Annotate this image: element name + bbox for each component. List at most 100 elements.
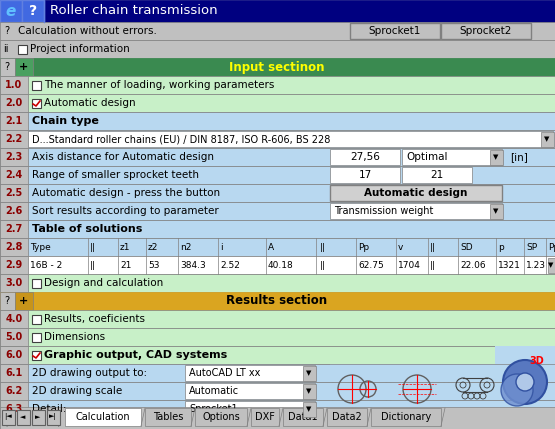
Text: p: p xyxy=(498,242,504,251)
Bar xyxy=(32,279,41,288)
Text: ▼: ▼ xyxy=(306,406,312,412)
Text: ▼: ▼ xyxy=(544,136,549,142)
Text: Pp: Pp xyxy=(358,242,369,251)
Text: SP: SP xyxy=(526,242,537,251)
Bar xyxy=(0,418,555,429)
Text: 2D drawing output to:: 2D drawing output to: xyxy=(32,368,147,378)
Bar xyxy=(0,274,28,292)
Text: 6.1: 6.1 xyxy=(6,368,23,378)
Text: Calculation: Calculation xyxy=(75,412,130,422)
Text: +: + xyxy=(19,62,29,72)
Bar xyxy=(0,292,555,310)
Text: Results, coeficients: Results, coeficients xyxy=(44,314,145,324)
Text: ?: ? xyxy=(4,26,9,36)
Bar xyxy=(495,346,555,418)
Bar xyxy=(0,94,28,112)
Text: Data2: Data2 xyxy=(332,412,362,422)
Text: Graphic output, CAD systems: Graphic output, CAD systems xyxy=(44,350,227,360)
Text: 40.18: 40.18 xyxy=(268,260,294,269)
Bar xyxy=(0,256,555,274)
Bar xyxy=(0,76,555,94)
Bar xyxy=(490,150,503,165)
Bar xyxy=(0,184,28,202)
Text: 2.52: 2.52 xyxy=(220,260,240,269)
Bar xyxy=(0,202,28,220)
Text: ||: || xyxy=(320,260,326,269)
Text: 3D: 3D xyxy=(529,356,544,366)
Text: Automatic: Automatic xyxy=(189,386,239,396)
Text: n2: n2 xyxy=(180,242,191,251)
Text: 2.6: 2.6 xyxy=(6,206,23,216)
Text: Automatic design: Automatic design xyxy=(44,98,135,108)
Bar xyxy=(402,149,502,165)
Text: 5.0: 5.0 xyxy=(6,332,23,342)
Bar xyxy=(47,410,60,425)
Text: Input sectinon: Input sectinon xyxy=(229,60,325,73)
Text: ?: ? xyxy=(29,4,37,18)
Text: SD: SD xyxy=(460,242,473,251)
Text: Sprocket1: Sprocket1 xyxy=(369,26,421,36)
Text: ►|: ►| xyxy=(54,421,60,426)
Text: ▼: ▼ xyxy=(493,208,499,214)
Circle shape xyxy=(503,360,547,404)
Bar xyxy=(0,364,555,382)
Bar xyxy=(145,408,191,426)
Text: [in]: [in] xyxy=(510,152,528,162)
Bar xyxy=(541,132,554,147)
Bar xyxy=(185,383,315,399)
Text: 2.8: 2.8 xyxy=(6,242,23,252)
Text: Calculation without errors.: Calculation without errors. xyxy=(18,26,157,36)
Bar xyxy=(0,382,555,400)
Bar xyxy=(402,167,472,183)
Text: ||: || xyxy=(430,242,436,251)
Text: i: i xyxy=(220,242,223,251)
Text: Design and calculation: Design and calculation xyxy=(44,278,163,288)
Text: 2.7: 2.7 xyxy=(6,224,23,234)
Bar xyxy=(0,112,28,130)
Text: 1.0: 1.0 xyxy=(6,80,23,90)
Bar xyxy=(0,407,555,429)
Text: Type: Type xyxy=(30,242,51,251)
Bar xyxy=(65,408,141,426)
Text: Range of smaller sprocket teeth: Range of smaller sprocket teeth xyxy=(32,170,199,180)
Text: Transmission weight: Transmission weight xyxy=(334,206,433,216)
Bar xyxy=(15,58,33,76)
Text: ▼: ▼ xyxy=(548,262,554,268)
Text: 17: 17 xyxy=(359,170,372,180)
Bar xyxy=(0,292,15,310)
Bar xyxy=(332,368,386,414)
Text: ◄: ◄ xyxy=(21,414,26,420)
Text: ▼: ▼ xyxy=(306,388,312,394)
Bar xyxy=(0,346,28,364)
Text: Sprocket2: Sprocket2 xyxy=(460,26,512,36)
Text: 3.0: 3.0 xyxy=(6,278,23,288)
Bar xyxy=(32,99,41,108)
Bar xyxy=(0,148,28,166)
Text: ?: ? xyxy=(4,296,9,306)
Bar xyxy=(330,149,400,165)
Text: 1321: 1321 xyxy=(498,260,521,269)
Text: D...Standard roller chains (EU) / DIN 8187, ISO R-606, BS 228: D...Standard roller chains (EU) / DIN 81… xyxy=(32,134,330,144)
Bar xyxy=(0,130,28,148)
Text: Automatic design: Automatic design xyxy=(364,188,468,198)
Text: Results section: Results section xyxy=(226,294,327,308)
Text: Axis distance for Automatic design: Axis distance for Automatic design xyxy=(32,152,214,162)
Bar xyxy=(0,58,555,76)
Bar xyxy=(448,368,502,414)
Bar xyxy=(0,418,555,429)
Circle shape xyxy=(501,374,533,406)
Bar xyxy=(548,258,555,273)
Text: |◄: |◄ xyxy=(6,421,12,426)
Bar xyxy=(303,366,316,381)
Bar xyxy=(17,410,30,425)
Text: ▼: ▼ xyxy=(306,370,312,376)
Text: 6.0: 6.0 xyxy=(6,350,23,360)
Bar xyxy=(330,185,502,201)
Bar xyxy=(0,328,555,346)
Text: Options: Options xyxy=(202,412,240,422)
Bar xyxy=(490,204,503,219)
Bar xyxy=(0,346,555,364)
Text: v: v xyxy=(398,242,403,251)
Bar xyxy=(32,333,41,342)
Bar xyxy=(0,130,555,148)
